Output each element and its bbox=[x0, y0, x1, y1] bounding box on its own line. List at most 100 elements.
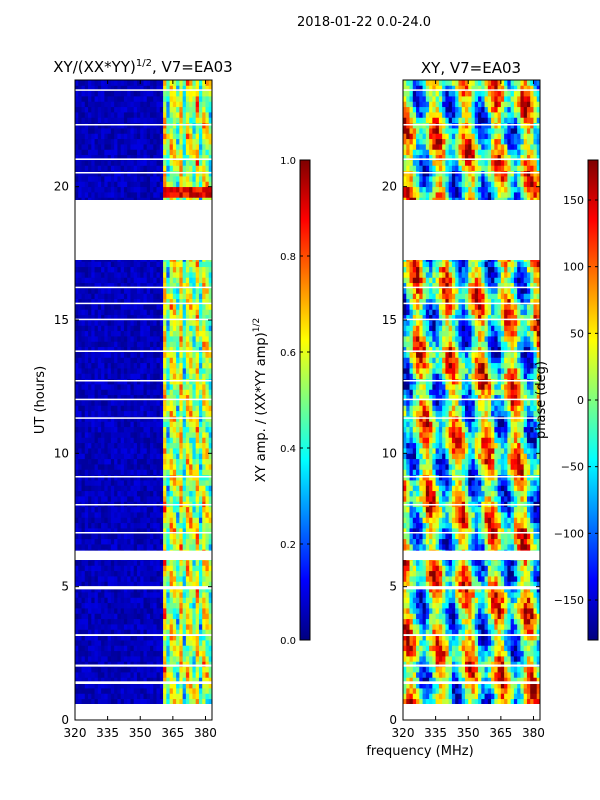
heatmap-cell bbox=[127, 608, 131, 614]
heatmap-cell bbox=[114, 437, 118, 444]
heatmap-cell bbox=[146, 522, 151, 529]
heatmap-cell bbox=[195, 272, 200, 278]
heatmap-cell bbox=[130, 384, 135, 390]
heatmap-cell bbox=[198, 613, 203, 620]
heatmap-cell bbox=[202, 117, 206, 124]
heatmap-cell bbox=[120, 378, 125, 385]
heatmap-cell bbox=[88, 608, 92, 614]
heatmap-cell bbox=[185, 661, 190, 668]
heatmap-cell bbox=[146, 469, 151, 476]
heatmap-cell bbox=[185, 298, 190, 305]
heatmap-cell bbox=[107, 373, 112, 380]
heatmap-cell bbox=[189, 106, 193, 113]
heatmap-cell bbox=[94, 138, 99, 145]
heatmap-cell bbox=[117, 176, 122, 182]
heatmap-cell bbox=[176, 432, 180, 438]
heatmap-cell bbox=[166, 400, 170, 406]
heatmap-cell bbox=[88, 352, 92, 358]
heatmap-cell bbox=[107, 282, 112, 289]
heatmap-cell bbox=[130, 586, 135, 593]
heatmap-cell bbox=[133, 624, 138, 630]
heatmap-cell bbox=[136, 309, 141, 316]
heatmap-cell bbox=[130, 106, 135, 113]
heatmap-cell bbox=[84, 629, 89, 636]
heatmap-cell bbox=[195, 442, 200, 449]
heatmap-cell bbox=[208, 416, 212, 422]
heatmap-cell bbox=[192, 506, 197, 513]
heatmap-cell bbox=[172, 266, 177, 273]
amplitude-title-power: 1/2 bbox=[136, 58, 152, 69]
heatmap-cell bbox=[88, 512, 92, 518]
heatmap-cell bbox=[182, 570, 187, 577]
heatmap-cell bbox=[91, 666, 95, 673]
heatmap-cell bbox=[94, 405, 99, 412]
heatmap-cell bbox=[166, 538, 170, 545]
heatmap-cell bbox=[198, 576, 203, 582]
heatmap-cell bbox=[192, 186, 197, 193]
heatmap-cell bbox=[176, 288, 180, 294]
heatmap-cell bbox=[114, 352, 118, 358]
heatmap-cell bbox=[189, 688, 193, 694]
heatmap-cell bbox=[208, 133, 212, 140]
heatmap-cell bbox=[179, 330, 184, 337]
heatmap-cell bbox=[179, 288, 184, 294]
heatmap-cell bbox=[114, 405, 118, 412]
heatmap-cell bbox=[101, 416, 105, 422]
heatmap-cell bbox=[202, 346, 206, 353]
heatmap-cell bbox=[91, 304, 95, 310]
heatmap-cell bbox=[202, 586, 206, 593]
heatmap-cell bbox=[169, 186, 174, 193]
heatmap-cell bbox=[195, 384, 200, 390]
heatmap-cell bbox=[136, 336, 141, 342]
heatmap-cell bbox=[172, 496, 177, 502]
heatmap-cell bbox=[94, 485, 99, 492]
heatmap-cell bbox=[133, 288, 138, 294]
heatmap-cell bbox=[123, 512, 128, 518]
heatmap-cell bbox=[205, 112, 210, 118]
heatmap-cell bbox=[94, 410, 99, 417]
heatmap-cell bbox=[166, 624, 170, 630]
heatmap-cell bbox=[110, 149, 115, 156]
heatmap-cell bbox=[107, 618, 112, 625]
heatmap-cell bbox=[97, 85, 102, 92]
heatmap-cell bbox=[146, 586, 151, 593]
heatmap-cell bbox=[159, 170, 164, 177]
heatmap-cell bbox=[117, 602, 122, 609]
heatmap-cell bbox=[97, 341, 102, 348]
heatmap-cell bbox=[163, 336, 167, 342]
heatmap-cell bbox=[208, 293, 212, 300]
heatmap-cell bbox=[88, 261, 92, 268]
heatmap-cell bbox=[101, 645, 105, 652]
heatmap-cell bbox=[185, 138, 190, 145]
heatmap-cell bbox=[81, 378, 86, 385]
heatmap-cell bbox=[84, 453, 89, 460]
heatmap-cell bbox=[182, 645, 187, 652]
heatmap-cell bbox=[163, 378, 167, 385]
heatmap-cell bbox=[153, 90, 157, 97]
heatmap-cell bbox=[107, 389, 112, 396]
heatmap-cell bbox=[123, 304, 128, 310]
heatmap-cell bbox=[192, 677, 197, 684]
heatmap-cell bbox=[75, 320, 79, 326]
heatmap-cell bbox=[133, 522, 138, 529]
heatmap-cell bbox=[104, 298, 109, 305]
heatmap-cell bbox=[208, 138, 212, 145]
heatmap-cell bbox=[123, 682, 128, 689]
heatmap-cell bbox=[97, 357, 102, 364]
heatmap-cell bbox=[192, 485, 197, 492]
heatmap-cell bbox=[120, 485, 125, 492]
heatmap-cell bbox=[133, 106, 138, 113]
heatmap-cell bbox=[208, 474, 212, 481]
heatmap-cell bbox=[172, 336, 177, 342]
heatmap-cell bbox=[133, 266, 138, 273]
heatmap-cell bbox=[127, 533, 131, 540]
heatmap-cell bbox=[192, 458, 197, 465]
heatmap-cell bbox=[84, 186, 89, 193]
heatmap-cell bbox=[172, 570, 177, 577]
heatmap-cell bbox=[107, 336, 112, 342]
heatmap-cell bbox=[182, 282, 187, 289]
heatmap-cell bbox=[91, 394, 95, 401]
heatmap-cell bbox=[192, 384, 197, 390]
heatmap-cell bbox=[172, 645, 177, 652]
heatmap-cell bbox=[198, 314, 203, 321]
